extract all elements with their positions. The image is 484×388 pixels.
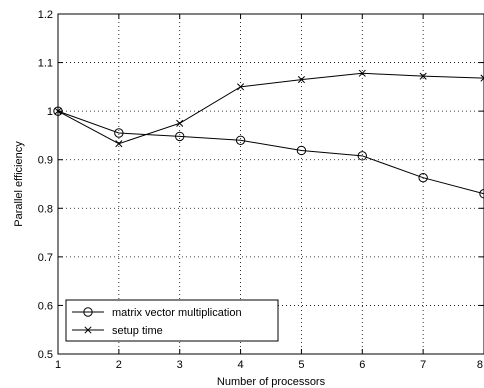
series-line bbox=[57, 110, 484, 195]
x-tick-label: 4 bbox=[238, 359, 244, 371]
series-matrix-vector-multiplication bbox=[53, 106, 484, 199]
x-marker-stroke bbox=[237, 83, 245, 91]
legend-entry-matrix-vector-multiplication: matrix vector multiplication bbox=[72, 307, 242, 319]
x-marker-stroke bbox=[176, 119, 184, 127]
series-line bbox=[57, 72, 484, 145]
y-tick-label: 0.8 bbox=[38, 203, 53, 215]
series-layer bbox=[53, 69, 484, 199]
legend-x-icon bbox=[84, 326, 92, 334]
data-point bbox=[176, 119, 184, 127]
y-tick-label: 1 bbox=[47, 106, 53, 118]
legend-marker-circle bbox=[83, 307, 93, 317]
y-tick-label: 0.5 bbox=[38, 349, 53, 361]
data-point bbox=[53, 106, 63, 116]
data-point bbox=[418, 172, 428, 183]
legend-label: matrix vector multiplication bbox=[112, 307, 242, 319]
y-tick-label: 0.6 bbox=[38, 300, 53, 312]
x-tick-label: 8 bbox=[477, 359, 483, 371]
data-point bbox=[296, 145, 307, 156]
legend-label: setup time bbox=[112, 325, 163, 337]
x-tick-label: 6 bbox=[359, 359, 365, 371]
data-point bbox=[114, 128, 124, 138]
legend-circle-icon bbox=[83, 307, 93, 317]
x-tick-label: 5 bbox=[298, 359, 304, 371]
x-tick-label: 2 bbox=[116, 359, 122, 371]
x-marker-stroke bbox=[480, 74, 484, 79]
x-tick-label: 3 bbox=[177, 359, 183, 371]
x-marker-stroke bbox=[115, 140, 123, 148]
legend-marker-x bbox=[84, 326, 92, 334]
data-point bbox=[115, 140, 123, 148]
axis-ticks: 0.5 0.6 0.7 0.8 0.9 1 1.1 1.2 1 2 3 4 5 6 7 8 bbox=[38, 9, 484, 371]
x-tick-label: 1 bbox=[55, 359, 61, 371]
y-tick-label: 0.9 bbox=[38, 155, 53, 167]
y-tick-label: 1.1 bbox=[38, 58, 53, 70]
x-marker-stroke bbox=[54, 107, 62, 115]
legend: matrix vector multiplication setup time bbox=[65, 299, 279, 342]
x-marker-stroke bbox=[480, 77, 484, 82]
x-tick-label: 7 bbox=[420, 359, 426, 371]
data-point bbox=[54, 107, 62, 115]
data-point bbox=[480, 74, 484, 82]
data-point bbox=[297, 76, 305, 84]
data-point bbox=[358, 69, 366, 77]
x-axis-label: Number of processors bbox=[217, 376, 326, 388]
x-marker-stroke bbox=[419, 72, 427, 80]
data-point bbox=[419, 72, 427, 80]
data-point bbox=[237, 83, 245, 91]
y-tick-label: 1.2 bbox=[38, 9, 53, 21]
x-marker-stroke bbox=[84, 326, 92, 334]
data-point bbox=[357, 151, 367, 161]
y-axis-label: Parallel efficiency bbox=[13, 141, 25, 227]
series-setup-time bbox=[54, 69, 484, 148]
y-tick-label: 0.7 bbox=[38, 252, 53, 264]
legend-entry-setup-time: setup time bbox=[72, 325, 163, 337]
plot-frame bbox=[57, 13, 484, 355]
legend-box bbox=[65, 299, 279, 342]
x-marker-stroke bbox=[358, 69, 366, 77]
x-marker-stroke bbox=[297, 76, 305, 84]
data-point bbox=[175, 131, 185, 142]
plot-area-border bbox=[57, 13, 484, 355]
data-point bbox=[235, 135, 246, 145]
